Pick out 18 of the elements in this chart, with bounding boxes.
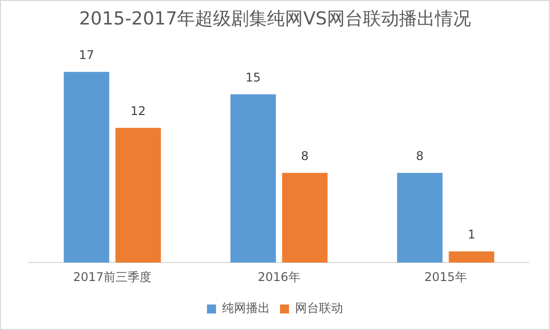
bar xyxy=(64,72,110,263)
data-label: 1 xyxy=(468,228,476,242)
bar xyxy=(230,94,276,263)
bar xyxy=(115,128,161,263)
data-label: 8 xyxy=(416,148,424,163)
bar xyxy=(282,172,328,263)
bar xyxy=(397,172,443,263)
data-label: 17 xyxy=(78,48,94,62)
legend-label: 网台联动 xyxy=(295,301,343,316)
legend-label: 纯网播出 xyxy=(222,301,270,316)
data-label: 8 xyxy=(301,148,309,163)
x-tick-label: 2015年 xyxy=(424,270,467,284)
x-tick-label: 2017前三季度 xyxy=(73,270,152,284)
data-label: 12 xyxy=(130,104,146,118)
x-tick-label: 2016年 xyxy=(258,270,300,284)
bar xyxy=(448,251,494,263)
chart-title: 2015-2017年超级剧集纯网VS网台联动播出情况 xyxy=(79,8,471,30)
data-label: 15 xyxy=(246,70,261,84)
